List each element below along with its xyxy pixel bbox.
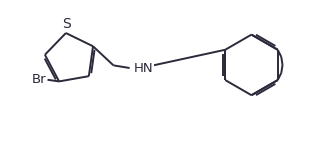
Text: Br: Br bbox=[31, 73, 46, 86]
Text: S: S bbox=[62, 17, 71, 31]
Text: HN: HN bbox=[134, 61, 153, 75]
